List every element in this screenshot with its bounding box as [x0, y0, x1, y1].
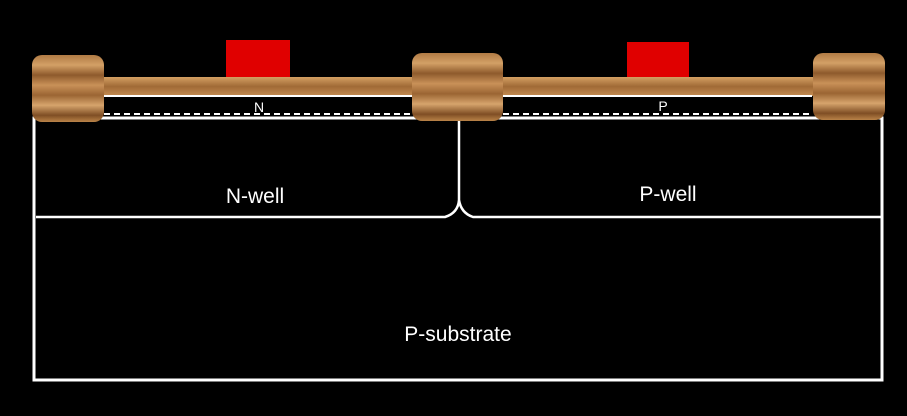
gate-oxide-right [499, 77, 817, 96]
well-boundary-line [36, 120, 881, 219]
gate-oxide-left [100, 77, 416, 96]
p-well-label: P-well [639, 183, 696, 206]
n-region-label: N [254, 99, 264, 115]
gate-left [226, 40, 290, 77]
gate-right [627, 42, 689, 77]
p-region-label: P [658, 98, 667, 114]
p-substrate-label: P-substrate [404, 323, 511, 346]
n-well-label: N-well [226, 185, 284, 208]
field-oxide-left [32, 55, 104, 122]
field-oxide-right [813, 53, 885, 120]
field-oxide-middle [412, 53, 503, 121]
